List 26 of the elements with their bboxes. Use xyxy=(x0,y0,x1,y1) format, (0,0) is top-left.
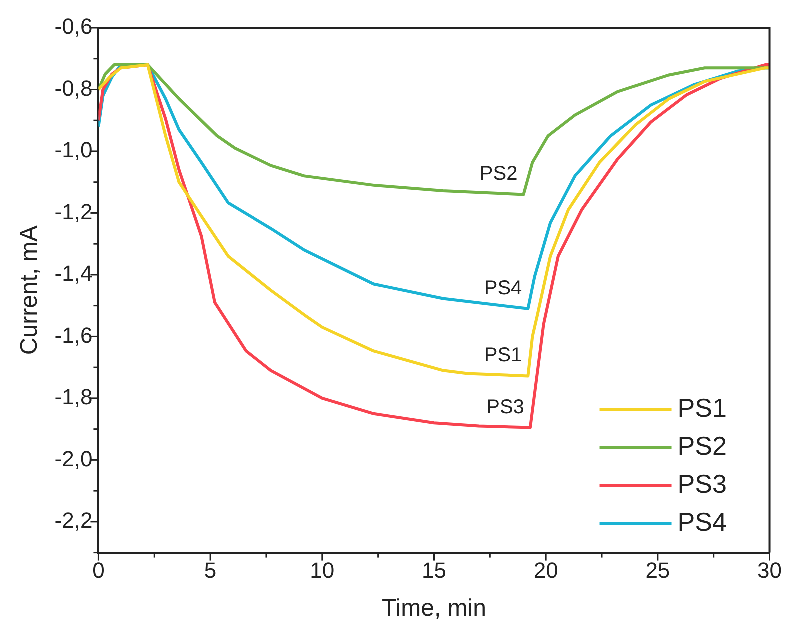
y-axis-title: Current, mA xyxy=(16,226,44,356)
x-tick-label: 10 xyxy=(310,558,335,584)
annotation: PS1 xyxy=(484,344,522,367)
x-tick-label: 5 xyxy=(204,558,217,584)
y-tick-label: -0,6 xyxy=(54,14,93,40)
y-tick-label: -2,0 xyxy=(54,446,93,472)
annotation: PS2 xyxy=(480,163,518,186)
legend-label: PS1 xyxy=(678,392,727,423)
y-tick-label: -1,4 xyxy=(54,261,93,286)
x-tick-label: 20 xyxy=(534,558,558,584)
x-axis-title: Time, min xyxy=(382,595,486,622)
y-tick-label: -1,6 xyxy=(54,322,93,348)
x-tick-label: 30 xyxy=(758,558,782,584)
legend-label: PS2 xyxy=(678,430,727,461)
y-tick-label: -1,2 xyxy=(54,199,93,224)
annotation: PS3 xyxy=(486,396,524,418)
x-tick-label: 0 xyxy=(92,558,105,584)
y-tick-label: -2,2 xyxy=(54,508,93,533)
x-tick-label: 25 xyxy=(646,558,670,584)
legend-label: PS3 xyxy=(678,468,727,499)
annotation: PS4 xyxy=(484,277,522,300)
legend-label: PS4 xyxy=(678,506,727,537)
x-tick-label: 15 xyxy=(422,558,446,584)
y-tick-label: -0,8 xyxy=(54,76,93,101)
y-tick-label: -1,0 xyxy=(54,138,93,163)
y-tick-label: -1,8 xyxy=(54,384,93,410)
